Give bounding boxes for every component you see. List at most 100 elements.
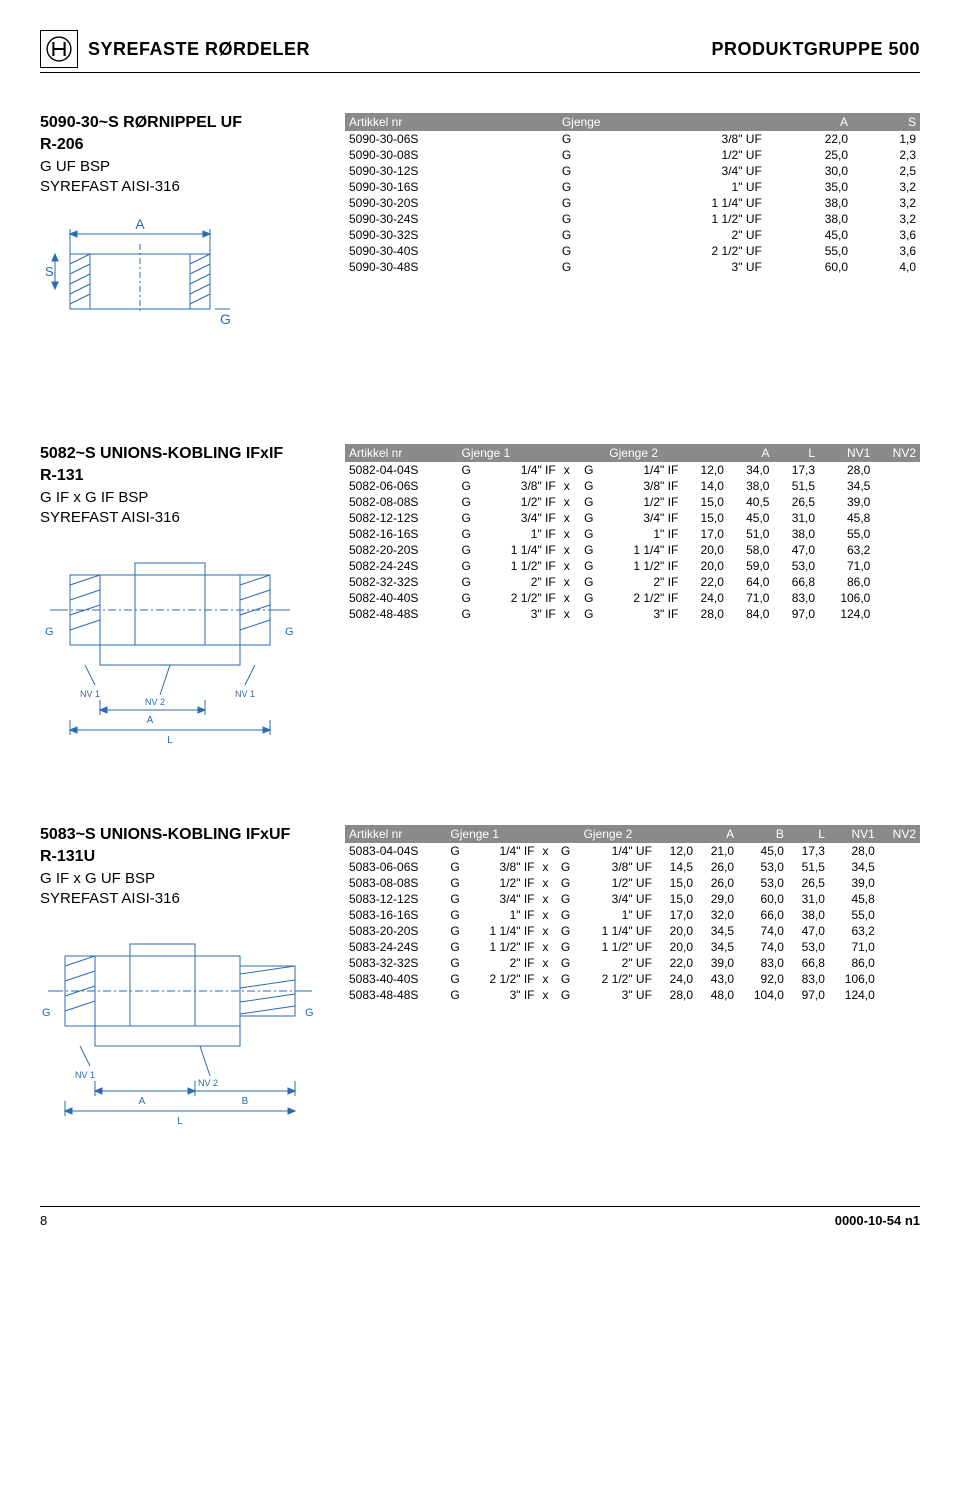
table-cell: 2" UF (580, 955, 656, 971)
section2-code: R-131 (40, 466, 320, 486)
table-cell: 14,5 (656, 859, 697, 875)
table-cell: 1" IF (469, 907, 538, 923)
table-row: 5082-48-48SG3" IFxG3" IF28,084,097,0124,… (345, 606, 920, 622)
table-cell: 12,0 (682, 462, 728, 478)
table-cell: x (560, 558, 580, 574)
dim-nv1-3: NV 1 (75, 1070, 95, 1080)
table-cell: G (580, 526, 605, 542)
table-cell: G (580, 606, 605, 622)
table-cell: G (458, 558, 483, 574)
table-cell: 39,0 (819, 494, 874, 510)
table-cell: 71,0 (829, 939, 879, 955)
table-cell: 5090-30-20S (345, 195, 558, 211)
table-cell: x (560, 542, 580, 558)
table-cell: 1/2" UF (580, 875, 656, 891)
table-cell: G (557, 971, 580, 987)
table-row: 5090-30-08SG1/2" UF25,02,3 (345, 147, 920, 163)
table-cell: 21,0 (697, 843, 738, 859)
table-cell: 24,0 (656, 971, 697, 987)
header-left-title: SYREFASTE RØRDELER (88, 39, 711, 60)
table-row: 5090-30-32SG2" UF45,03,6 (345, 227, 920, 243)
table-row: 5082-24-24SG1 1/2" IFxG1 1/2" IF20,059,0… (345, 558, 920, 574)
table-row: 5090-30-24SG1 1/2" UF38,03,2 (345, 211, 920, 227)
table-cell: 74,0 (738, 939, 788, 955)
table-cell: 5082-40-40S (345, 590, 458, 606)
table-cell: 5083-40-40S (345, 971, 446, 987)
table-cell: 20,0 (682, 542, 728, 558)
table-header: L (773, 444, 819, 462)
table-cell: 106,0 (829, 971, 879, 987)
table-cell: 47,0 (788, 923, 829, 939)
table-cell: 1 1/4" IF (605, 542, 682, 558)
table-header: Gjenge 2 (580, 825, 697, 843)
table-row: 5082-08-08SG1/2" IFxG1/2" IF15,040,526,5… (345, 494, 920, 510)
table-cell: 104,0 (738, 987, 788, 1003)
table-row: 5083-20-20SG1 1/4" IFxG1 1/4" UF20,034,5… (345, 923, 920, 939)
table-cell: G (580, 462, 605, 478)
table-cell: 1/4" IF (483, 462, 560, 478)
table-cell: G (558, 147, 606, 163)
table-header: NV1 (819, 444, 874, 462)
table-cell: 22,0 (656, 955, 697, 971)
table-cell: 3,2 (852, 211, 920, 227)
table-cell: G (558, 179, 606, 195)
table-cell: 34,5 (697, 923, 738, 939)
table-cell: 2" UF (606, 227, 766, 243)
table-header: NV2 (879, 825, 920, 843)
table-cell: 53,0 (773, 558, 819, 574)
dim-l3: L (177, 1116, 183, 1126)
table-cell: 5090-30-12S (345, 163, 558, 179)
table-row: 5090-30-20SG1 1/4" UF38,03,2 (345, 195, 920, 211)
table-cell: x (560, 574, 580, 590)
table-cell: 20,0 (656, 923, 697, 939)
dim-l: L (167, 735, 173, 745)
table-cell: 86,0 (819, 574, 874, 590)
table-5083: Artikkel nrGjenge 1Gjenge 2ABLNV1NV2 508… (345, 825, 920, 1003)
dim-a-label: A (135, 216, 145, 232)
table-cell: 31,0 (773, 510, 819, 526)
section3-spec1: G IF x G UF BSP (40, 869, 320, 889)
table-cell: 38,0 (773, 526, 819, 542)
table-cell: G (558, 163, 606, 179)
table-cell: G (557, 907, 580, 923)
table-cell: 51,0 (728, 526, 774, 542)
table-cell: 5090-30-06S (345, 131, 558, 147)
table-header: NV2 (874, 444, 920, 462)
table-cell: 34,5 (697, 939, 738, 955)
table-cell: 1/2" IF (605, 494, 682, 510)
section-5090: 5090-30~S RØRNIPPEL UF R-206 G UF BSP SY… (40, 113, 920, 364)
dim-g-label: G (220, 311, 231, 327)
table-cell: 29,0 (697, 891, 738, 907)
table-cell: G (446, 843, 469, 859)
table-cell: 3" IF (469, 987, 538, 1003)
table-cell: 5090-30-08S (345, 147, 558, 163)
table-cell: 64,0 (728, 574, 774, 590)
table-cell: 22,0 (766, 131, 852, 147)
table-cell: G (446, 971, 469, 987)
diagram-union-ifuf: G G NV 1 NV 2 A B L (40, 926, 320, 1126)
table-cell: x (539, 939, 557, 955)
table-cell: 63,2 (829, 923, 879, 939)
table-cell: 1 1/2" UF (606, 211, 766, 227)
table-cell: G (458, 542, 483, 558)
table-cell: 1" UF (580, 907, 656, 923)
table-row: 5082-20-20SG1 1/4" IFxG1 1/4" IF20,058,0… (345, 542, 920, 558)
logo-icon (40, 30, 78, 68)
section2-title: 5082~S UNIONS-KOBLING IFxIF (40, 444, 320, 464)
table-row: 5083-24-24SG1 1/2" IFxG1 1/2" UF20,034,5… (345, 939, 920, 955)
table-cell: 3/8" UF (606, 131, 766, 147)
table-cell: 2" IF (605, 574, 682, 590)
table-cell: 26,0 (697, 875, 738, 891)
table-cell: 38,0 (788, 907, 829, 923)
table-cell: x (560, 462, 580, 478)
table-cell: 20,0 (682, 558, 728, 574)
table-row: 5082-40-40SG2 1/2" IFxG2 1/2" IF24,071,0… (345, 590, 920, 606)
table-cell: 1" UF (606, 179, 766, 195)
table-cell: 28,0 (819, 462, 874, 478)
table-cell: 5083-24-24S (345, 939, 446, 955)
table-cell: 17,3 (788, 843, 829, 859)
table-cell: 3,6 (852, 243, 920, 259)
table-cell: 1/2" UF (606, 147, 766, 163)
table-cell: x (560, 510, 580, 526)
dim-nv1-left: NV 1 (80, 689, 100, 699)
